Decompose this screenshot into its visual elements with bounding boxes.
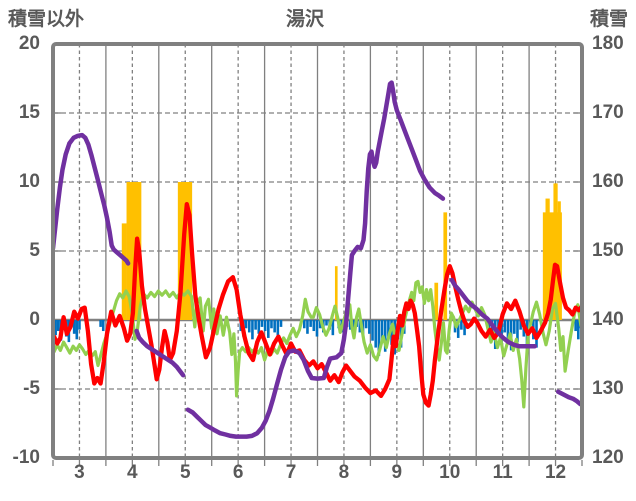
blue-bar (390, 320, 393, 345)
blue-bar (383, 320, 387, 352)
orange-bar (126, 182, 142, 320)
orange-bar (121, 223, 127, 320)
blue-bar (273, 320, 276, 333)
blue-bar (244, 320, 248, 329)
chart-title: 湯沢 (285, 9, 324, 30)
x-axis-month-label: 11 (492, 462, 513, 483)
blue-bar (309, 320, 312, 327)
blue-bar (368, 320, 371, 334)
blue-bar (374, 320, 377, 348)
left-axis-tick-label: -5 (23, 378, 40, 399)
blue-bar (576, 320, 580, 340)
orange-bar (553, 183, 558, 320)
left-axis-tick-label: 5 (29, 240, 40, 261)
left-axis-tick-label: 0 (29, 309, 40, 330)
orange-bar (545, 198, 550, 320)
blue-bar (75, 320, 79, 340)
x-axis-month-label: 5 (179, 462, 191, 483)
red-line (53, 201, 582, 408)
blue-bar (99, 320, 102, 327)
left-axis-tick-label: 10 (18, 171, 40, 192)
blue-bar (263, 320, 267, 332)
x-axis-month-label: 8 (338, 462, 350, 483)
x-axis-month-label: 10 (439, 462, 461, 483)
blue-bar (267, 320, 270, 338)
x-axis-month-label: 7 (285, 462, 297, 483)
blue-bar (101, 320, 105, 332)
orange-bar (443, 212, 448, 320)
blue-bar (260, 320, 264, 327)
blue-bar (279, 320, 283, 327)
blue-bar (358, 320, 362, 333)
right-axis-tick-label: 140 (592, 309, 624, 330)
blue-bar (377, 320, 381, 356)
blue-bar (54, 320, 57, 336)
blue-bar (500, 320, 503, 344)
blue-bar (460, 320, 463, 330)
blue-bar (456, 320, 460, 338)
x-axis-month-label: 4 (127, 462, 138, 483)
blue-bar (56, 320, 60, 332)
blue-bar (487, 320, 491, 332)
blue-bar (331, 320, 335, 336)
blue-bar (463, 320, 466, 336)
right-axis-tick-label: 180 (592, 33, 624, 54)
blue-bar (247, 320, 251, 333)
blue-bar (380, 320, 384, 343)
plot-series (53, 80, 582, 439)
blue-bar (78, 320, 81, 330)
blue-bar (270, 320, 273, 329)
purple-line-segment-3 (185, 80, 446, 439)
left-axis-tick-label: 20 (18, 33, 40, 54)
purple-line-segment-4 (449, 277, 538, 349)
purple-line-segment-5 (555, 389, 582, 407)
blue-bar (512, 320, 516, 334)
blue-bar (503, 320, 507, 333)
blue-bar (318, 320, 322, 329)
blue-bar (257, 320, 261, 334)
blue-bar (251, 320, 254, 340)
right-axis-tick-label: 120 (592, 447, 624, 468)
left-axis-tick-label: -10 (12, 447, 40, 468)
blue-bar (325, 320, 328, 326)
purple-line-segment-2 (134, 328, 186, 378)
blue-bar (254, 320, 257, 330)
left-axis-tick-label: 15 (18, 102, 40, 123)
blue-bar (516, 320, 519, 343)
orange-bar (557, 201, 561, 320)
plot-border (51, 42, 584, 460)
right-axis-tick-label: 130 (592, 378, 624, 399)
right-axis-title: 積雪 (589, 9, 628, 30)
blue-bar (302, 320, 306, 329)
right-axis-tick-label: 150 (592, 240, 624, 261)
x-axis-month-label: 12 (544, 462, 567, 483)
blue-bar (506, 320, 510, 340)
x-axis-month-label: 9 (391, 462, 403, 483)
blue-bar (387, 320, 390, 337)
right-axis-tick-label: 170 (592, 102, 624, 123)
blue-bar (315, 320, 319, 337)
purple-line-segment-1 (53, 132, 131, 266)
blue-bar (519, 320, 522, 330)
orange-bar (334, 266, 338, 320)
orange-bar (434, 282, 439, 320)
x-axis-month-label: 6 (232, 462, 244, 483)
blue-bar (371, 320, 374, 341)
blue-bar (574, 320, 577, 332)
right-axis-tick-label: 160 (592, 171, 624, 192)
blue-bar (312, 320, 316, 332)
x-axis-month-label: 3 (74, 462, 85, 483)
blue-bar (72, 320, 76, 334)
left-axis-title: 積雪以外 (8, 9, 85, 30)
blue-bar (306, 320, 309, 334)
blue-bar (276, 320, 280, 337)
blue-bar (364, 320, 368, 329)
